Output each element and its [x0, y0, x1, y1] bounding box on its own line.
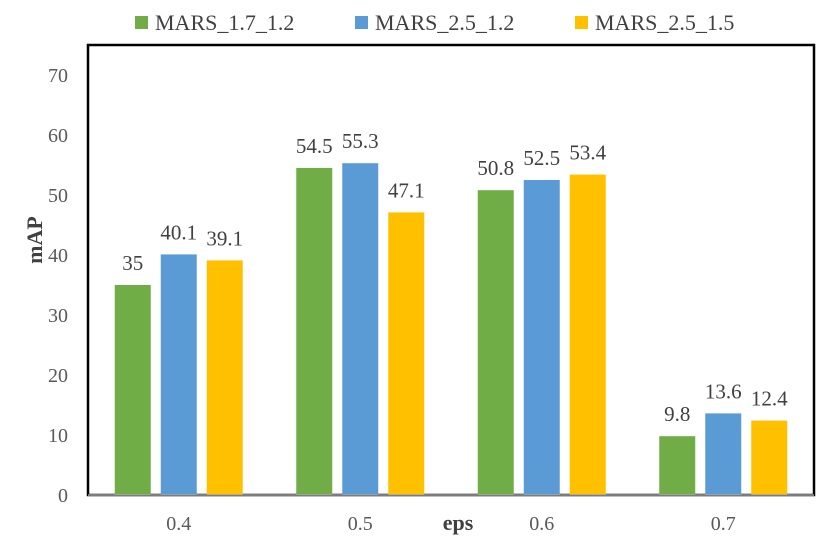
legend-entry: MARS_1.7_1.2 — [155, 10, 294, 35]
bar — [296, 168, 333, 495]
x-tick-label: 0.7 — [711, 513, 736, 535]
bar — [477, 190, 514, 495]
data-label: 40.1 — [160, 220, 197, 244]
data-label: 35 — [122, 251, 143, 275]
y-tick-label: 70 — [48, 65, 68, 87]
bar — [659, 436, 696, 495]
y-tick-label: 10 — [48, 425, 68, 447]
x-tick-label: 0.4 — [166, 513, 191, 535]
y-tick-label: 50 — [48, 185, 68, 207]
legend-entry: MARS_2.5_1.5 — [595, 10, 734, 35]
data-label: 54.5 — [296, 134, 333, 158]
plot-area — [86, 43, 816, 497]
bar — [388, 212, 425, 495]
data-label: 13.6 — [705, 379, 742, 403]
data-label: 53.4 — [569, 141, 606, 165]
bar — [342, 163, 379, 495]
legend-swatch — [575, 16, 588, 29]
y-tick-label: 40 — [48, 245, 68, 267]
legend-swatch — [135, 16, 148, 29]
bars — [114, 163, 788, 495]
data-label: 50.8 — [477, 156, 514, 180]
y-axis: 0 10 20 30 40 50 60 70 — [48, 65, 68, 507]
bar — [206, 260, 243, 495]
data-labels: 35 40.1 39.1 54.5 55.3 47.1 50.8 52.5 53.4 9.8 13.… — [122, 129, 788, 426]
legend-entry: MARS_2.5_1.2 — [375, 10, 514, 35]
bar — [569, 174, 606, 495]
bar — [523, 180, 560, 495]
legend-swatch — [355, 16, 368, 29]
y-axis-title: mAP — [22, 216, 47, 264]
data-label: 39.1 — [206, 226, 243, 250]
y-tick-label: 0 — [58, 485, 68, 507]
x-axis: 0.4 0.5 0.6 0.7 — [88, 494, 814, 535]
data-label: 12.4 — [751, 387, 788, 411]
y-tick-label: 30 — [48, 305, 68, 327]
x-tick-label: 0.6 — [529, 513, 554, 535]
data-label: 55.3 — [342, 129, 379, 153]
bar — [160, 254, 197, 495]
bar — [114, 285, 151, 495]
x-axis-title: eps — [443, 510, 474, 535]
x-tick-label: 0.5 — [348, 513, 373, 535]
data-label: 47.1 — [388, 178, 425, 202]
bar — [751, 420, 788, 495]
data-label: 52.5 — [523, 146, 560, 170]
bar — [705, 413, 742, 495]
data-label: 9.8 — [664, 402, 690, 426]
legend: MARS_1.7_1.2 MARS_2.5_1.2 MARS_2.5_1.5 — [135, 10, 734, 35]
y-tick-label: 20 — [48, 365, 68, 387]
y-tick-label: 60 — [48, 125, 68, 147]
